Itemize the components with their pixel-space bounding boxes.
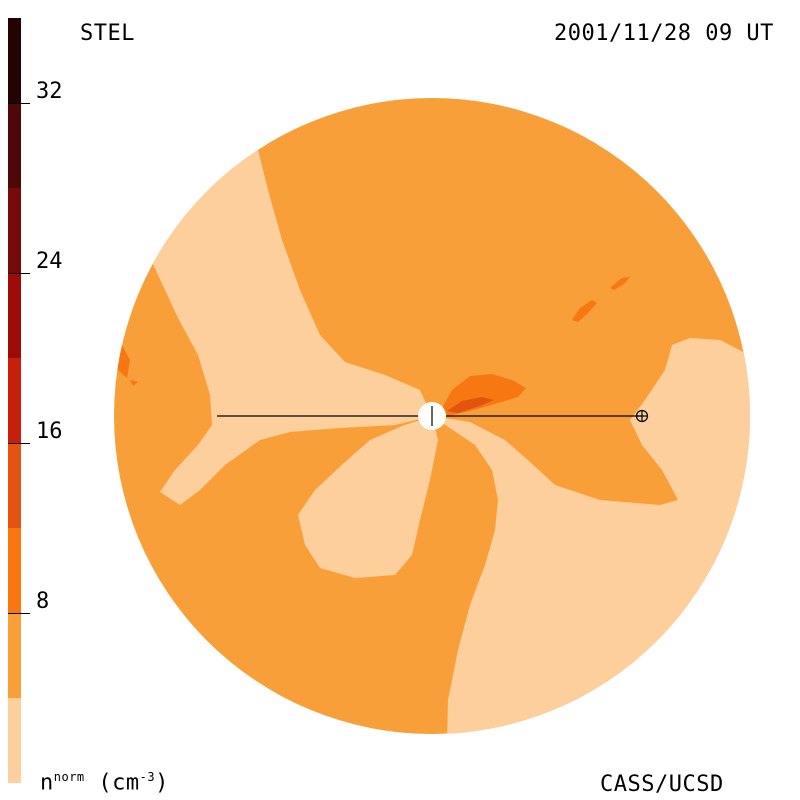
colorbar-tick-label: 32 — [36, 79, 63, 104]
colorbar-level-4 — [8, 358, 21, 443]
colorbar-level-3 — [8, 443, 21, 528]
colorbar-tick — [8, 443, 30, 444]
instrument-label: STEL — [80, 21, 135, 46]
colorbar-tick — [8, 273, 30, 274]
colorbar-level-2 — [8, 528, 21, 613]
mid-density-dot-left — [130, 380, 138, 386]
colorbar-tick — [8, 103, 30, 104]
colorbar-tick-label: 8 — [36, 589, 50, 614]
colorbar-unit-label: nnorm (cm-3) — [40, 770, 169, 795]
mid-density-streak-upper-2 — [610, 277, 630, 290]
high-density-near-sun — [447, 397, 494, 413]
timestamp-label: 2001/11/28 09 UT — [554, 21, 774, 46]
colorbar-level-8 — [8, 18, 21, 103]
earth-symbol — [635, 409, 649, 423]
credit-label: CASS/UCSD — [600, 772, 724, 797]
low-density-lower-center — [298, 416, 438, 578]
colorbar-tick — [8, 613, 30, 614]
colorbar-tick-label: 16 — [36, 419, 63, 444]
colorbar-level-0 — [8, 698, 21, 783]
quantity-superscript: norm — [53, 770, 85, 784]
quantity-symbol: n — [40, 770, 54, 796]
colorbar-level-1 — [8, 613, 21, 698]
density-colorbar: 8 16 24 32 — [8, 18, 63, 783]
colorbar-level-7 — [8, 103, 21, 188]
unit-superscript: -3 — [139, 770, 156, 784]
mid-density-streak-upper — [572, 300, 597, 322]
colorbar-tick-label: 24 — [36, 249, 63, 274]
colorbar-level-6 — [8, 188, 21, 273]
unit-close: ) — [155, 770, 169, 796]
colorbar-level-5 — [8, 273, 21, 358]
unit-open: (cm — [98, 770, 140, 796]
